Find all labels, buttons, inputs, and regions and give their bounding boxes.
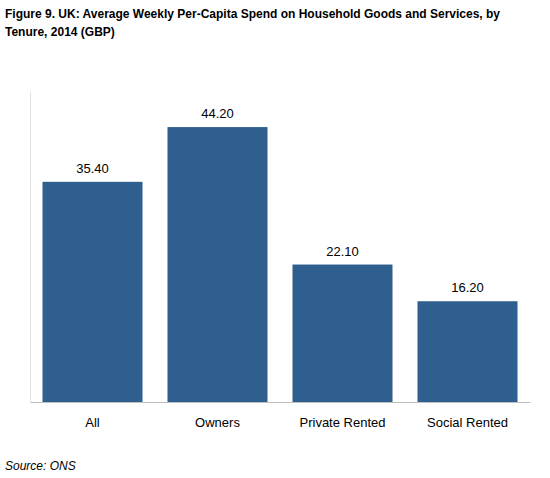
source-note: Source: ONS <box>5 459 76 473</box>
bar <box>418 301 518 402</box>
data-label: 35.40 <box>76 161 109 176</box>
title-line: Tenure, 2014 (GBP) <box>5 25 115 39</box>
bar <box>43 182 143 402</box>
title: Figure 9. UK: Average Weekly Per-Capita … <box>5 7 500 39</box>
x-tick-label: Social Rented <box>427 415 508 430</box>
x-tick: Social Rented <box>427 415 508 430</box>
bar <box>293 265 393 402</box>
x-axis: All Owners Private Rented Social Rented <box>31 403 531 431</box>
x-tick-label: Private Rented <box>300 415 386 430</box>
data-label: 44.20 <box>201 106 234 121</box>
chart: Figure 9. UK: Average Weekly Per-Capita … <box>0 0 550 478</box>
title-line: Figure 9. UK: Average Weekly Per-Capita … <box>5 7 500 21</box>
data-label: 22.10 <box>326 244 359 259</box>
x-tick-label: All <box>85 415 100 430</box>
x-axis-line <box>31 402 531 403</box>
bars <box>43 127 518 402</box>
y-axis-line <box>30 92 31 403</box>
bar <box>168 127 268 402</box>
data-label: 16.20 <box>451 280 484 295</box>
data-labels: 35.40 44.20 22.10 16.20 <box>76 106 484 295</box>
x-tick: Owners <box>195 415 240 430</box>
x-tick-label: Owners <box>195 415 240 430</box>
y-axis <box>30 92 31 403</box>
x-tick: All <box>85 415 100 430</box>
x-tick: Private Rented <box>300 415 386 430</box>
